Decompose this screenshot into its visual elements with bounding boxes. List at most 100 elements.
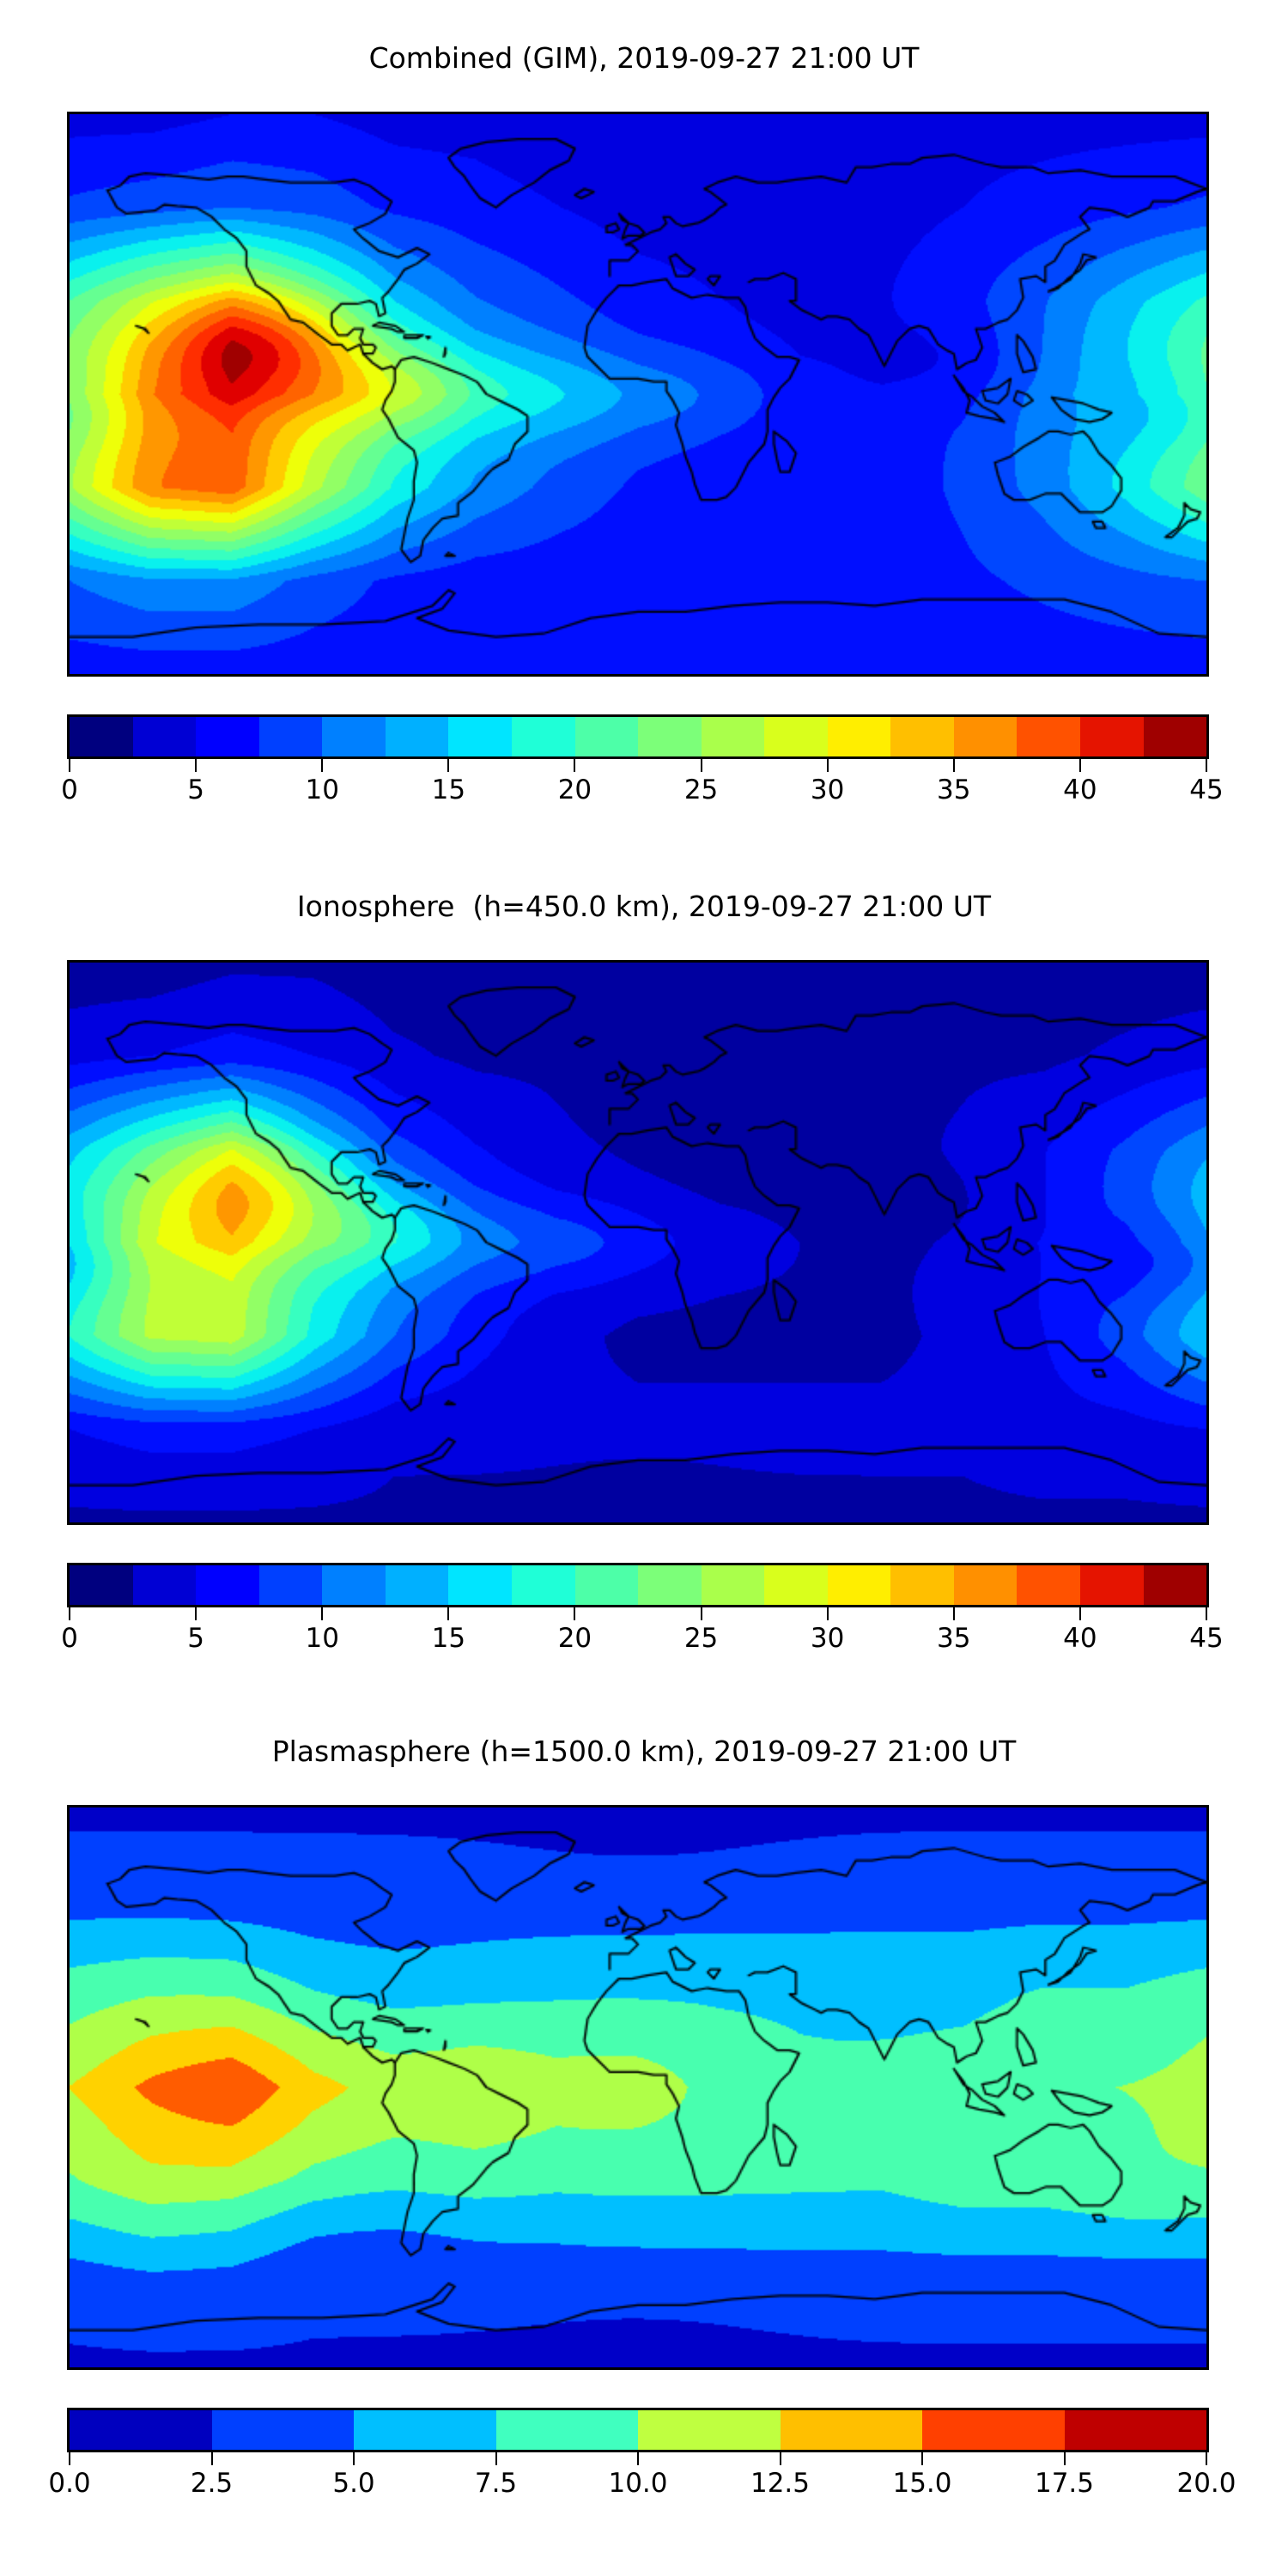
colorbar-tick bbox=[1206, 1607, 1207, 1620]
colorbar-tick-label: 35 bbox=[937, 1623, 971, 1654]
colorbar-band bbox=[638, 1565, 702, 1605]
colorbar-band bbox=[1064, 2410, 1206, 2450]
colorbar-tick-label: 5.0 bbox=[332, 2468, 375, 2499]
colorbar-tick-label: 45 bbox=[1189, 1623, 1224, 1654]
panel-title-ionosphere: Ionosphere (h=450.0 km), 2019-09-27 21:0… bbox=[296, 890, 992, 923]
map-canvas-ionosphere bbox=[70, 963, 1206, 1522]
colorbar-band bbox=[827, 1565, 891, 1605]
colorbar-tick bbox=[69, 2452, 70, 2465]
colorbar-tick-label: 10 bbox=[305, 1623, 339, 1654]
panel-plasmasphere: Plasmasphere (h=1500.0 km), 2019-09-27 2… bbox=[0, 1717, 1288, 2576]
colorbar-band bbox=[258, 1565, 323, 1605]
colorbar-tick bbox=[637, 2452, 639, 2465]
colorbar-tick bbox=[1078, 1607, 1081, 1620]
colorbar-band bbox=[196, 717, 259, 756]
colorbar-tick-label: 15.0 bbox=[892, 2468, 952, 2499]
map-ionosphere bbox=[67, 960, 1209, 1525]
colorbar-band bbox=[780, 2410, 922, 2450]
colorbar-tick-label: 12.5 bbox=[750, 2468, 811, 2499]
colorbar-labels-combined-gim: 0 5 10 15 20 25 30 35 40 45 bbox=[61, 775, 1224, 809]
colorbar-tick-label: 20.0 bbox=[1176, 2468, 1236, 2499]
colorbar-tick bbox=[447, 759, 450, 772]
colorbar-band bbox=[385, 1565, 449, 1605]
colorbar-tick bbox=[1206, 759, 1207, 772]
colorbar-band bbox=[385, 717, 449, 756]
colorbar-tick-label: 5 bbox=[187, 775, 204, 805]
colorbar-bands-ionosphere bbox=[67, 1563, 1209, 1607]
colorbar-tick bbox=[574, 759, 576, 772]
colorbar-tick-label: 35 bbox=[937, 775, 971, 805]
colorbar-band bbox=[574, 1565, 639, 1605]
colorbar-band bbox=[827, 717, 891, 756]
colorbar-tick bbox=[321, 759, 324, 772]
colorbar-band bbox=[70, 2410, 212, 2450]
colorbar-band bbox=[638, 717, 702, 756]
colorbar-band bbox=[701, 717, 765, 756]
colorbar-band bbox=[511, 1565, 575, 1605]
colorbar-tick bbox=[69, 759, 70, 772]
colorbar-band bbox=[132, 717, 197, 756]
panel-title-plasmasphere: Plasmasphere (h=1500.0 km), 2019-09-27 2… bbox=[271, 1735, 1017, 1768]
colorbar-tick bbox=[195, 759, 197, 772]
colorbar-tick bbox=[952, 1607, 955, 1620]
map-canvas-combined-gim bbox=[70, 114, 1206, 674]
colorbar-tick-label: 45 bbox=[1189, 775, 1224, 805]
colorbar-band bbox=[322, 717, 386, 756]
colorbar-ticks-combined-gim bbox=[67, 759, 1209, 773]
colorbar-tick-label: 20 bbox=[557, 775, 592, 805]
colorbar-band bbox=[1143, 1565, 1207, 1605]
colorbar-ticks-plasmasphere bbox=[67, 2452, 1209, 2466]
colorbar-band bbox=[70, 1565, 133, 1605]
colorbar-band bbox=[764, 717, 828, 756]
map-combined-gim bbox=[67, 112, 1209, 677]
colorbar-tick bbox=[210, 2452, 213, 2465]
colorbar-tick-label: 10 bbox=[305, 775, 339, 805]
colorbar-band bbox=[322, 1565, 386, 1605]
colorbar-tick bbox=[826, 1607, 829, 1620]
colorbar-tick bbox=[69, 1607, 70, 1620]
colorbar-band bbox=[638, 2410, 781, 2450]
colorbar-tick-label: 15 bbox=[431, 1623, 466, 1654]
colorbar-tick-label: 2.5 bbox=[190, 2468, 234, 2499]
colorbar-band bbox=[890, 717, 954, 756]
colorbar-tick-label: 0.0 bbox=[48, 2468, 91, 2499]
colorbar-tick bbox=[1206, 2452, 1207, 2465]
colorbar-tick-label: 17.5 bbox=[1034, 2468, 1095, 2499]
map-canvas-plasmasphere bbox=[70, 1807, 1206, 2367]
colorbar-band bbox=[764, 1565, 828, 1605]
colorbar-bands-plasmasphere bbox=[67, 2408, 1209, 2452]
colorbar-tick-label: 40 bbox=[1063, 1623, 1097, 1654]
colorbar-tick bbox=[574, 1607, 576, 1620]
colorbar-band bbox=[701, 1565, 765, 1605]
colorbar-tick bbox=[826, 759, 829, 772]
colorbar-tick bbox=[952, 759, 955, 772]
colorbar-band bbox=[448, 1565, 512, 1605]
colorbar-ticks-ionosphere bbox=[67, 1607, 1209, 1621]
colorbar-tick bbox=[447, 1607, 450, 1620]
colorbar-tick-label: 0 bbox=[61, 775, 78, 805]
colorbar-band bbox=[890, 1565, 954, 1605]
colorbar-tick bbox=[195, 1607, 197, 1620]
colorbar-tick-label: 30 bbox=[810, 1623, 845, 1654]
colorbar-tick bbox=[495, 2452, 497, 2465]
colorbar-tick bbox=[779, 2452, 781, 2465]
colorbar-tick bbox=[921, 2452, 923, 2465]
colorbar-tick-label: 10.0 bbox=[608, 2468, 668, 2499]
colorbar-band bbox=[70, 717, 133, 756]
colorbar-band bbox=[953, 1565, 1018, 1605]
map-plasmasphere bbox=[67, 1805, 1209, 2370]
colorbar-tick bbox=[700, 759, 702, 772]
colorbar-band bbox=[1143, 717, 1207, 756]
colorbar-tick-label: 15 bbox=[431, 775, 466, 805]
colorbar-tick-label: 30 bbox=[810, 775, 845, 805]
colorbar-band bbox=[196, 1565, 259, 1605]
colorbar-band bbox=[495, 2410, 638, 2450]
colorbar-band bbox=[211, 2410, 354, 2450]
colorbar-band bbox=[1017, 1565, 1080, 1605]
colorbar-band bbox=[953, 717, 1018, 756]
colorbar-tick-label: 25 bbox=[683, 775, 719, 805]
colorbar-band bbox=[448, 717, 512, 756]
colorbar-band bbox=[922, 2410, 1065, 2450]
colorbar-tick bbox=[1063, 2452, 1066, 2465]
